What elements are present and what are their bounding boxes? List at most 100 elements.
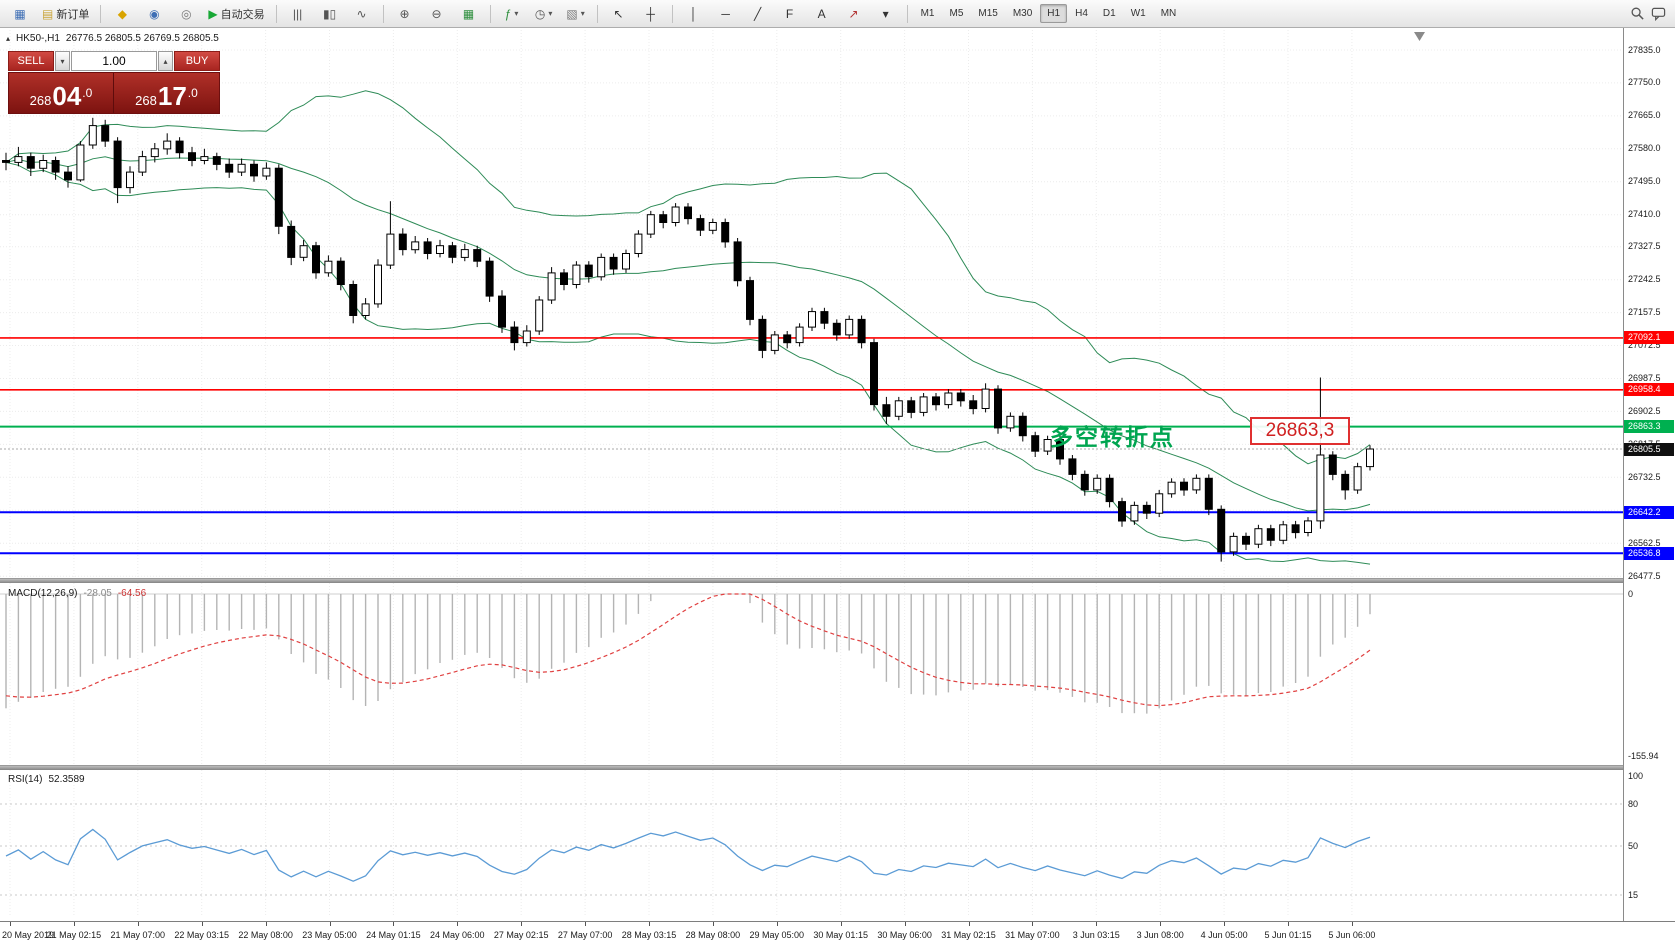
volume-increase-button[interactable]: ▴ (158, 51, 173, 71)
timeframe-w1[interactable]: W1 (1130, 8, 1146, 19)
price-scale-label: 26902.5 (1628, 405, 1661, 416)
candlestick-chart-icon[interactable]: ▮▯ (315, 2, 345, 26)
indicators-button-caret-icon: ▾ (514, 9, 519, 18)
price-callout-box: 26863,3 (1250, 417, 1350, 445)
app-menu-icon[interactable]: ▦ (5, 2, 35, 26)
time-label: 4 Jun 05:00 (1200, 930, 1248, 940)
rsi-name: RSI(14) (8, 774, 43, 785)
templates-button[interactable]: ▧ ▾ (561, 2, 591, 26)
text-tool-icon-glyph: A (817, 6, 826, 21)
price-scale-label: 26562.5 (1628, 537, 1661, 548)
vertical-line-tool-icon[interactable]: │ (679, 2, 709, 26)
buy-price-display[interactable]: 268 17.0 (114, 73, 219, 113)
timeframe-m5[interactable]: M5 (949, 8, 964, 19)
tile-windows-icon[interactable]: ▦ (454, 2, 484, 26)
arrows-tool-icon[interactable]: ↗ (839, 2, 869, 26)
market-watch-icon[interactable]: ◉ (139, 2, 169, 26)
zoom-out-icon[interactable]: ⊖ (422, 2, 452, 26)
search-icon[interactable] (1630, 6, 1645, 21)
one-click-collapse-icon[interactable]: ▴ (6, 34, 11, 43)
time-tick (201, 922, 203, 926)
time-axis[interactable]: 20 May 2019 21 May 02:15 21 May 07:00 22 Ma… (0, 921, 1675, 950)
time-tick (137, 922, 139, 926)
timeframe-h1[interactable]: H1 (1040, 4, 1068, 23)
autotrading-button[interactable]: ▶ 自动交易 (203, 2, 269, 26)
timeframe-m15[interactable]: M15 (978, 8, 998, 19)
ohlc-readout: 26776.5 26805.5 26769.5 26805.5 (65, 33, 219, 44)
time-label: 24 May 01:15 (366, 930, 421, 940)
app-menu-icon-glyph: ▦ (14, 6, 26, 21)
horizontal-line-tool-icon[interactable]: ─ (711, 2, 741, 26)
timeframe-m30[interactable]: M30 (1012, 8, 1033, 19)
time-label: 30 May 06:00 (877, 930, 932, 940)
sell-price-prefix: 268 (29, 93, 52, 108)
trendline-tool-icon[interactable]: ╱ (743, 2, 773, 26)
rsi-pane-separator[interactable] (0, 765, 1675, 770)
periods-button-caret-icon: ▾ (548, 9, 553, 18)
indicators-button[interactable]: ƒ ▾ (497, 2, 527, 26)
time-label: 3 Jun 08:00 (1136, 930, 1184, 940)
cursor-tool-icon[interactable]: ↖ (604, 2, 634, 26)
current-price-tag: 26805.5 (1624, 442, 1674, 456)
rsi-scale-label: 100 (1628, 770, 1644, 781)
periods-button[interactable]: ◷ ▾ (529, 2, 559, 26)
text-tool-icon[interactable]: A (807, 2, 837, 26)
macd-scale-label: -155.94 (1628, 750, 1659, 761)
bar-chart-icon[interactable]: ||| (283, 2, 313, 26)
line-chart-icon[interactable]: ∿ (347, 2, 377, 26)
buy-price-prefix: 268 (135, 93, 157, 108)
price-scale-label: 26732.5 (1628, 471, 1661, 482)
data-window-icon-glyph: ◎ (181, 6, 192, 21)
volume-decrease-button[interactable]: ▾ (55, 51, 70, 71)
fibonacci-tool-icon-glyph: F (785, 6, 794, 21)
toolbar-separator (382, 4, 384, 23)
market-watch-icon-glyph: ◉ (149, 6, 160, 21)
macd-pane-separator[interactable] (0, 578, 1675, 583)
volume-input[interactable] (71, 51, 157, 71)
zoom-in-icon[interactable]: ⊕ (390, 2, 420, 26)
price-scale-label: 26987.5 (1628, 372, 1661, 383)
more-tools-caret[interactable]: ▾ (871, 2, 901, 26)
price-scale[interactable]: 27835.0 27750.0 27665.0 27580.0 27495.0 27410… (1623, 28, 1675, 921)
macd-signal-value: -64.56 (117, 588, 147, 599)
zoom-in-icon-glyph: ⊕ (399, 6, 410, 21)
time-tick (1096, 922, 1098, 926)
macd-value: -28.05 (83, 588, 112, 599)
time-label: 27 May 02:15 (493, 930, 549, 940)
timeframe-mn[interactable]: MN (1160, 8, 1177, 19)
new-order-button[interactable]: ▤ 新订单 (37, 2, 94, 26)
time-label: 31 May 07:00 (1005, 930, 1060, 940)
time-tick (1160, 922, 1162, 926)
time-tick (457, 922, 459, 926)
sell-price-display[interactable]: 268 04.0 (9, 73, 114, 113)
fibonacci-tool-icon[interactable]: F (775, 2, 805, 26)
rsi-scale-label: 15 (1628, 889, 1639, 900)
tile-windows-icon-glyph: ▦ (462, 6, 475, 21)
time-tick (393, 922, 395, 926)
price-scale-label: 27580.0 (1628, 143, 1661, 154)
buy-price-frac: .0 (187, 86, 198, 100)
autotrading-button-glyph: ▶ (208, 6, 218, 21)
time-tick (840, 922, 842, 926)
timeframe-d1[interactable]: D1 (1102, 8, 1116, 19)
time-tick (329, 922, 331, 926)
timeframe-m1[interactable]: M1 (920, 8, 935, 19)
buy-button[interactable]: BUY (174, 51, 220, 71)
data-window-icon[interactable]: ◎ (171, 2, 201, 26)
time-label: 28 May 03:15 (621, 930, 677, 940)
sell-button[interactable]: SELL (8, 51, 54, 71)
templates-button-caret-icon: ▾ (580, 9, 585, 18)
time-label: 22 May 03:15 (174, 930, 229, 940)
timeframe-h4[interactable]: H4 (1075, 8, 1088, 19)
time-tick (712, 922, 714, 926)
crosshair-tool-icon[interactable]: ┼ (636, 2, 666, 26)
zoom-out-icon-glyph: ⊖ (431, 6, 442, 21)
candlestick-chart-icon-glyph: ▮▯ (322, 6, 337, 21)
price-scale-label: 27835.0 (1628, 44, 1661, 55)
price-scale-label: 26477.5 (1628, 570, 1661, 581)
favorites-icon[interactable]: ◆ (107, 2, 137, 26)
chat-icon[interactable] (1651, 6, 1666, 21)
